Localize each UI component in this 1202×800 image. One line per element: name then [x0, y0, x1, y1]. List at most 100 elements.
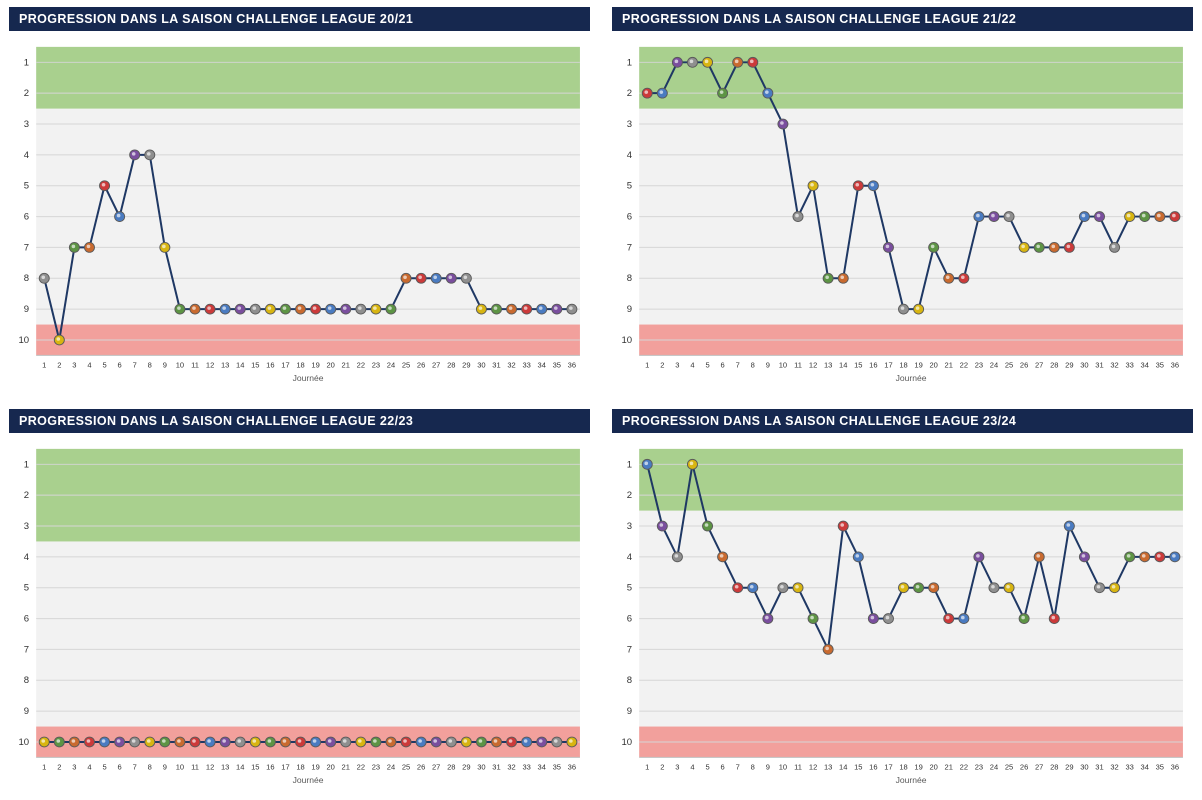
team-crest-marker	[913, 582, 925, 594]
team-crest-marker	[400, 272, 412, 284]
team-crest-marker	[310, 303, 322, 315]
x-tick-label: 16	[869, 360, 877, 369]
x-tick-label: 17	[281, 360, 289, 369]
crest-highlight	[1141, 554, 1146, 558]
x-tick-label: 34	[1141, 360, 1149, 369]
team-crest-marker	[1124, 211, 1136, 222]
x-tick-label: 20	[929, 360, 937, 369]
crest-highlight	[885, 615, 890, 620]
team-crest-marker	[1033, 551, 1045, 563]
team-crest-marker	[943, 272, 955, 284]
crest-highlight	[1006, 584, 1010, 589]
crest-highlight	[177, 739, 181, 743]
team-crest-marker	[295, 736, 307, 748]
team-crest-marker	[762, 87, 774, 99]
team-crest-marker	[1063, 242, 1075, 253]
y-tick-label: 9	[627, 706, 632, 717]
team-crest-marker	[777, 118, 789, 130]
crest-highlight	[207, 739, 211, 743]
x-tick-label: 11	[794, 762, 802, 771]
x-tick-label: 33	[1125, 360, 1133, 369]
crest-highlight	[945, 615, 950, 620]
team-crest-marker	[822, 272, 834, 284]
chart-card-2021: PROGRESSION DANS LA SAISON CHALLENGE LEA…	[9, 7, 590, 391]
crest-highlight	[86, 739, 91, 743]
x-tick-label: 28	[447, 762, 455, 771]
crest-highlight	[1021, 615, 1025, 620]
x-tick-label: 33	[522, 762, 530, 771]
x-tick-label: 19	[311, 360, 319, 369]
crest-highlight	[825, 275, 829, 280]
y-tick-label: 1	[24, 57, 29, 68]
x-tick-label: 36	[568, 360, 576, 369]
x-tick-label: 1	[645, 762, 649, 771]
x-tick-label: 32	[1110, 360, 1118, 369]
x-tick-label: 3	[675, 360, 679, 369]
x-tick-label: 16	[266, 762, 274, 771]
team-crest-marker	[68, 736, 80, 748]
team-crest-marker	[159, 242, 171, 253]
x-tick-label: 8	[148, 360, 152, 369]
x-tick-label: 30	[477, 360, 485, 369]
team-crest-marker	[928, 242, 940, 253]
crest-highlight	[146, 152, 151, 156]
x-tick-label: 32	[507, 360, 515, 369]
team-crest-marker	[551, 736, 563, 748]
team-crest-marker	[867, 613, 879, 624]
team-crest-marker	[822, 644, 834, 655]
y-tick-label: 3	[24, 119, 29, 130]
charts-grid: PROGRESSION DANS LA SAISON CHALLENGE LEA…	[9, 7, 1193, 793]
x-tick-label: 12	[206, 360, 214, 369]
y-tick-label: 10	[621, 737, 632, 748]
chart-plot-area: 1 2 3 4 5 6 7 8 9 10 1 2 3 4 5 6 7 8 9 10 11 12 13 14 15 16 17 18 19…	[612, 31, 1193, 391]
team-crest-marker	[943, 613, 955, 624]
team-crest-marker	[99, 180, 111, 192]
team-crest-marker	[1003, 582, 1015, 594]
crest-highlight	[991, 213, 995, 218]
green-zone	[639, 448, 1183, 511]
team-crest-marker	[536, 736, 548, 748]
x-tick-label: 6	[118, 762, 122, 771]
y-tick-label: 2	[24, 490, 29, 501]
crest-highlight	[976, 213, 980, 218]
team-crest-marker	[204, 303, 216, 315]
y-tick-label: 9	[627, 304, 632, 315]
x-tick-label: 23	[372, 360, 380, 369]
x-tick-label: 7	[133, 762, 137, 771]
y-tick-label: 2	[627, 88, 632, 99]
team-crest-marker	[641, 87, 653, 99]
crest-highlight	[930, 244, 935, 249]
x-tick-label: 5	[102, 360, 106, 369]
crest-highlight	[282, 306, 287, 310]
team-crest-marker	[460, 736, 472, 748]
crest-highlight	[493, 739, 498, 743]
x-tick-label: 9	[766, 762, 770, 771]
y-tick-label: 7	[627, 242, 632, 253]
x-tick-label: 34	[1141, 762, 1149, 771]
team-crest-marker	[445, 736, 457, 748]
x-tick-label: 31	[492, 360, 500, 369]
team-crest-marker	[988, 211, 1000, 222]
x-tick-label: 30	[1080, 360, 1088, 369]
crest-highlight	[463, 739, 468, 743]
x-tick-label: 23	[975, 360, 983, 369]
team-crest-marker	[551, 303, 563, 315]
crest-highlight	[689, 59, 694, 64]
crest-highlight	[71, 244, 76, 249]
crest-highlight	[267, 739, 272, 743]
team-crest-marker	[506, 736, 518, 748]
green-zone	[639, 46, 1183, 109]
team-crest-marker	[521, 303, 533, 315]
team-crest-marker	[536, 303, 548, 315]
y-tick-label: 10	[621, 335, 632, 346]
y-tick-label: 10	[18, 737, 29, 748]
x-tick-label: 24	[990, 762, 998, 771]
crest-highlight	[553, 306, 558, 310]
crest-highlight	[207, 306, 211, 310]
team-crest-marker	[340, 736, 352, 748]
crest-highlight	[86, 244, 91, 249]
team-crest-marker	[325, 303, 337, 315]
y-tick-label: 7	[627, 644, 632, 655]
x-axis-title: Journée	[896, 373, 927, 383]
crest-highlight	[749, 59, 754, 64]
